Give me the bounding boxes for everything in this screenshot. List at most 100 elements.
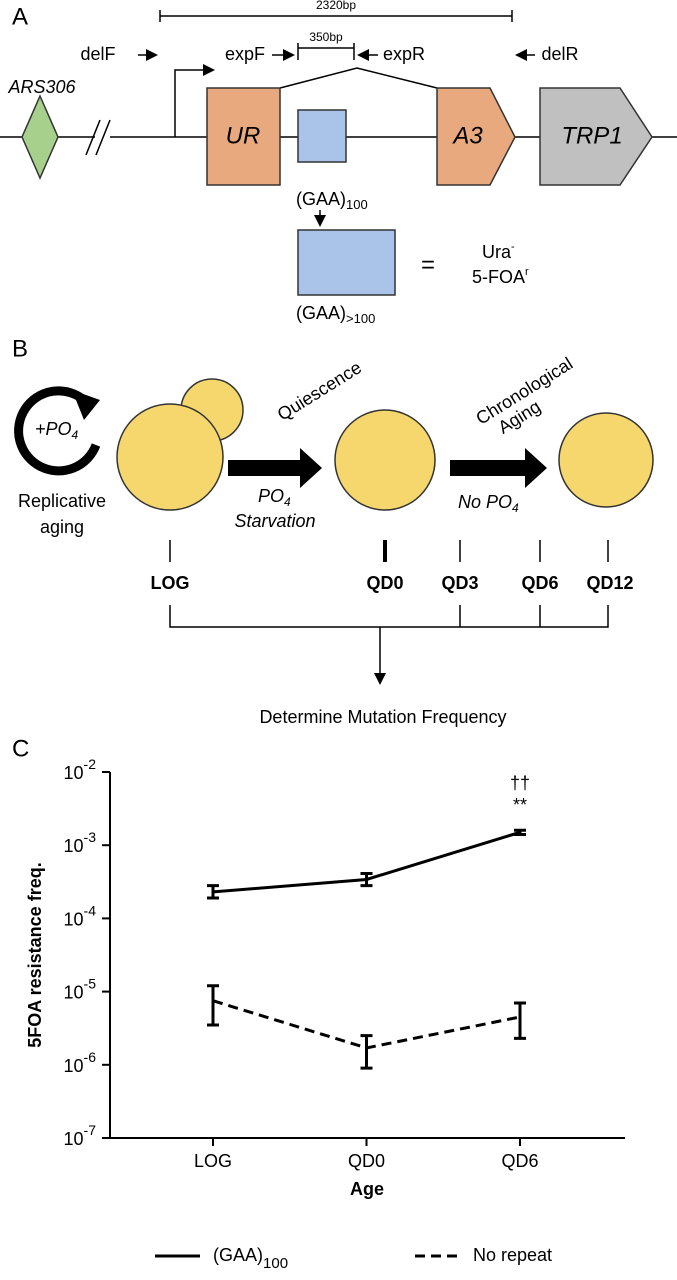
- replicative-label: Replicative: [18, 491, 106, 511]
- y-tick-label: 10-2: [64, 756, 97, 783]
- phenotype-text: Ura: [482, 242, 512, 262]
- repeat-text: (GAA): [296, 189, 346, 209]
- y-tick-exponent: -3: [84, 829, 97, 845]
- expanded-repeat-label: (GAA)>100: [296, 303, 375, 327]
- cell: [334, 409, 436, 511]
- outcome-label: Determine Mutation Frequency: [259, 707, 506, 727]
- error-bar: [360, 872, 373, 888]
- origin-diamond: [21, 94, 59, 180]
- y-tick-exponent: -6: [84, 1049, 97, 1065]
- x-axis-label: Age: [350, 1179, 384, 1199]
- po-sub: 4: [284, 495, 291, 509]
- y-tick-base: 10: [64, 1056, 84, 1076]
- replicative-label: aging: [40, 517, 84, 537]
- cycle-arrowhead: [72, 390, 100, 420]
- x-tick-label: QD6: [501, 1151, 538, 1171]
- repeat-text: (GAA): [296, 303, 346, 323]
- primer-label: expR: [383, 44, 425, 64]
- bracket: [169, 605, 609, 628]
- primer-label: expF: [225, 44, 265, 64]
- y-tick-base: 10: [64, 982, 84, 1002]
- significance-annotation: ††: [510, 773, 530, 793]
- transition-arrow: [228, 448, 322, 488]
- x-tick-label: QD0: [348, 1151, 385, 1171]
- y-tick-base: 10: [64, 763, 84, 783]
- gene-label: A3: [451, 122, 483, 149]
- y-tick-exponent: -5: [84, 975, 97, 991]
- po4-sub: 4: [72, 428, 79, 442]
- break-mark: [85, 119, 111, 156]
- gene-label: TRP1: [561, 122, 622, 149]
- intron: [279, 67, 438, 89]
- y-tick-label: 10-7: [64, 1122, 97, 1149]
- y-axis-label: 5FOA resistance freq.: [25, 862, 45, 1047]
- origin-label: ARS306: [7, 77, 76, 97]
- repeat-sub: 100: [346, 197, 368, 212]
- phenotype-sup: r: [525, 266, 529, 278]
- stage-label: QD3: [441, 573, 478, 593]
- primer-label: delF: [80, 44, 115, 64]
- stage-label: QD12: [586, 573, 633, 593]
- cell: [116, 403, 224, 511]
- gene-box: [539, 87, 653, 186]
- po-text: PO: [258, 486, 284, 506]
- y-tick-label: 10-3: [64, 829, 97, 856]
- y-tick-base: 10: [64, 909, 84, 929]
- phenotype: Ura-: [482, 241, 515, 262]
- expanded-repeat-box: [297, 229, 396, 296]
- quiescence-label: Quiescence: [274, 357, 365, 424]
- stage-label: QD0: [366, 573, 403, 593]
- cell: [558, 412, 654, 508]
- no-po4-sub: 4: [512, 501, 519, 515]
- error-bar: [514, 828, 526, 837]
- error-bar: [514, 1001, 526, 1040]
- legend-name: (GAA): [213, 1245, 263, 1265]
- inner-scale-bar-label: 350bp: [309, 30, 343, 44]
- legend-label: (GAA)100: [213, 1245, 288, 1272]
- transition-arrow: [450, 448, 547, 488]
- y-tick-label: 10-4: [64, 902, 97, 929]
- y-tick-base: 10: [64, 1129, 84, 1149]
- phenotype-sup: -: [511, 241, 515, 253]
- significance-annotation: **: [513, 795, 527, 815]
- primer-label: delR: [541, 44, 578, 64]
- promoter-arrow: [174, 64, 215, 137]
- panel-label: A: [12, 3, 28, 30]
- phenotype-text: 5-FOA: [472, 267, 525, 287]
- repeat-sub: >100: [346, 311, 375, 326]
- phenotype: 5-FOAr: [472, 266, 529, 287]
- starvation-label: Starvation: [234, 511, 315, 531]
- repeat-box: [297, 109, 347, 163]
- scale-bar-label: 2320bp: [316, 0, 356, 12]
- stage-label: LOG: [151, 573, 190, 593]
- stage-ticks: [169, 540, 609, 562]
- gene-box: [436, 87, 516, 186]
- y-tick-exponent: -2: [84, 756, 97, 772]
- y-tick-exponent: -7: [84, 1122, 97, 1138]
- y-tick-exponent: -4: [84, 902, 97, 918]
- no-po4-label: No PO4: [458, 492, 519, 515]
- repeat-label: (GAA)100: [296, 189, 368, 213]
- error-bar: [360, 1034, 373, 1070]
- stage-label: QD6: [521, 573, 558, 593]
- po4-label: +PO4: [35, 419, 79, 442]
- error-bar: [207, 984, 219, 1027]
- gene-box: [206, 87, 281, 186]
- gene-label: UR: [226, 122, 261, 149]
- legend-sub: 100: [263, 1255, 288, 1272]
- y-tick-base: 10: [64, 836, 84, 856]
- starvation-label: PO4: [258, 486, 291, 509]
- y-tick-label: 10-6: [64, 1049, 97, 1076]
- error-bar: [207, 884, 219, 900]
- panel-label: B: [12, 335, 28, 362]
- y-tick-label: 10-5: [64, 975, 97, 1002]
- equals: =: [421, 251, 435, 278]
- cycle-arrow: [14, 386, 101, 476]
- legend-name: No repeat: [473, 1245, 552, 1265]
- no-po4-text: No PO: [458, 492, 512, 512]
- panel-label: C: [12, 735, 29, 762]
- po4-text: +PO: [35, 419, 72, 439]
- legend-label: No repeat: [473, 1245, 552, 1265]
- x-tick-label: LOG: [194, 1151, 232, 1171]
